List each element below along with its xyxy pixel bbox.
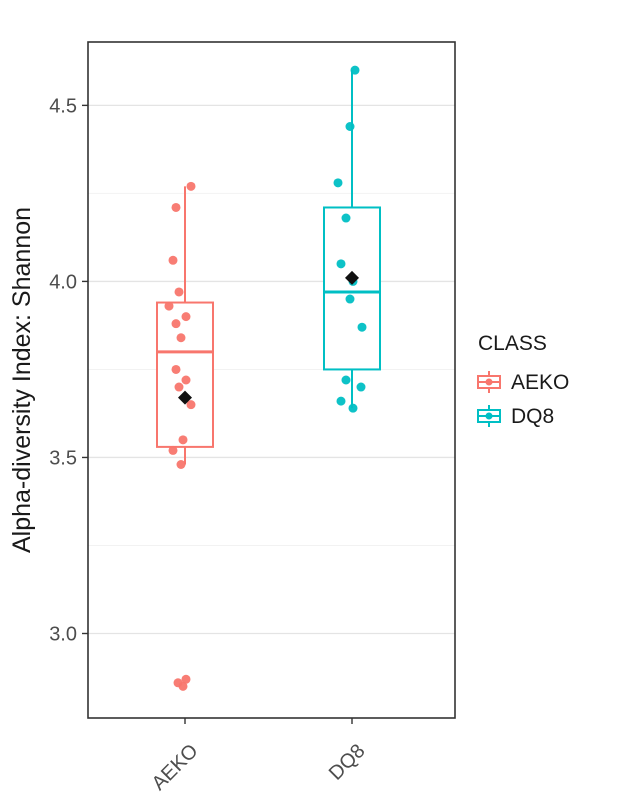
legend-key-point [485, 378, 493, 386]
y-tick-label: 3.5 [49, 447, 77, 469]
jitter-point [333, 178, 343, 188]
jitter-point [357, 322, 367, 332]
jitter-point [174, 287, 184, 297]
legend-label: DQ8 [511, 405, 554, 428]
mean-diamond [178, 390, 192, 405]
jitter-point [186, 181, 196, 191]
legend: CLASS AEKO DQ8 [477, 332, 569, 428]
jitter-point [356, 382, 366, 392]
gridlines [88, 104, 455, 635]
jitter-point [176, 333, 186, 343]
jitter-point [171, 364, 181, 374]
jitter-point [181, 375, 191, 385]
legend-item-dq8: DQ8 [477, 405, 554, 428]
y-tick-label: 4.0 [49, 271, 77, 293]
mean-diamond [345, 270, 359, 285]
jitter-point [336, 259, 346, 269]
y-tick-label: 3.0 [49, 624, 77, 646]
jitter-point [186, 400, 196, 410]
boxplots [156, 70, 381, 465]
jitter-point [164, 301, 174, 311]
jitter-point [168, 255, 178, 265]
jitter-point [176, 460, 186, 469]
jitter-point [350, 65, 360, 75]
legend-label: AEKO [511, 371, 569, 394]
jitter-point [174, 382, 184, 392]
jitter-point [171, 202, 181, 212]
x-tick-label: AEKO [148, 740, 203, 795]
legend-title: CLASS [478, 332, 547, 355]
jitter-point [181, 674, 191, 684]
jitter-point [336, 396, 346, 406]
box-dq8 [323, 206, 381, 371]
jitter-point [345, 122, 355, 131]
jitter-point [178, 681, 188, 691]
mean-markers [178, 270, 359, 405]
jitter-point [178, 435, 188, 445]
y-tick-label: 4.5 [49, 95, 77, 117]
jitter-point [341, 213, 351, 223]
jitter-point [181, 312, 191, 322]
box-aeko [156, 301, 214, 448]
legend-item-aeko: AEKO [477, 371, 569, 394]
jitter-point [345, 294, 355, 304]
jitter-point [171, 319, 181, 329]
panel-border [87, 41, 456, 719]
legend-key-point [485, 412, 493, 420]
jitter-point [341, 375, 351, 385]
jitter-point [168, 445, 178, 455]
x-tick-label: DQ8 [325, 740, 370, 785]
y-axis-title: Alpha-diversity Index: Shannon [8, 207, 36, 553]
jitter-point [348, 403, 358, 413]
panel-border-group [87, 41, 456, 719]
